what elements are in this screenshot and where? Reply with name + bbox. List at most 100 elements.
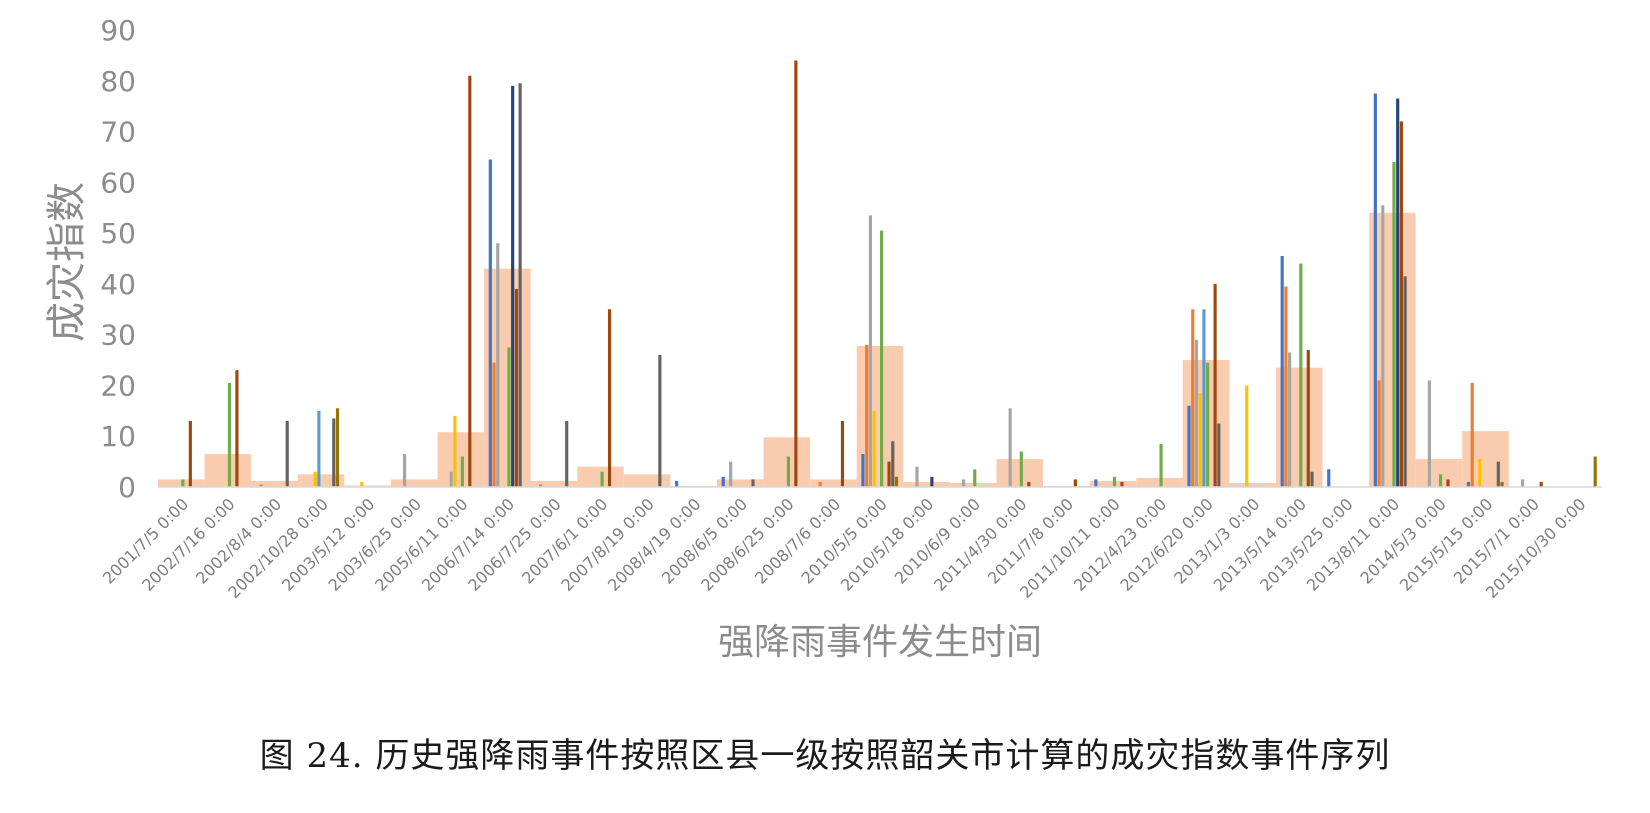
series-bar (1466, 481, 1471, 487)
series-bar (1399, 121, 1404, 488)
series-bar (539, 484, 543, 487)
series-bar (1520, 479, 1525, 487)
series-bar (1593, 456, 1597, 487)
overall-bar (810, 479, 857, 487)
overall-bar (390, 479, 438, 487)
series-bar (1377, 380, 1381, 487)
series-bar (514, 288, 518, 487)
series-bar (794, 60, 798, 487)
series-bar (1198, 393, 1202, 487)
series-bar (1206, 362, 1210, 487)
series-bar (1245, 385, 1249, 487)
series-bar (1381, 205, 1385, 487)
y-axis-label: 成灾指数 (44, 182, 90, 342)
series-bar (1120, 481, 1124, 487)
overall-bar (949, 482, 997, 487)
series-bars (181, 60, 1597, 488)
series-bar (1288, 352, 1292, 487)
y-tick-label: 50 (100, 217, 136, 250)
series-bar (840, 420, 845, 487)
series-bar (1427, 380, 1431, 487)
series-bar (1496, 461, 1500, 487)
series-bar (1299, 263, 1303, 487)
series-bar (818, 481, 822, 487)
series-bar (227, 382, 232, 487)
series-bar (721, 476, 725, 487)
series-bar (865, 344, 869, 487)
series-bar (1373, 93, 1377, 487)
series-bar (1159, 443, 1163, 487)
series-bar (181, 479, 185, 487)
series-bar (1446, 479, 1450, 487)
y-axis-ticks: 0 10 20 30 40 50 60 70 80 90 (100, 14, 136, 504)
series-bar (658, 354, 662, 487)
series-bar (1213, 283, 1217, 487)
y-tick-label: 90 (100, 14, 136, 47)
overall-bar (623, 474, 671, 487)
series-bar (1392, 162, 1396, 487)
series-bar (511, 85, 515, 487)
overall-bar (1229, 482, 1276, 487)
series-bar (332, 418, 336, 487)
series-bar (259, 484, 263, 487)
series-bar (880, 230, 884, 488)
series-bar (235, 370, 239, 487)
series-bar (360, 481, 364, 487)
series-bar (861, 453, 865, 487)
series-bar (1008, 408, 1012, 487)
series-bar (607, 309, 612, 487)
series-bar (460, 456, 464, 487)
overall-bar (158, 479, 205, 487)
y-tick-label: 40 (100, 268, 136, 301)
series-bar (449, 471, 453, 487)
overall-bar (251, 480, 298, 487)
chart-svg: 0 10 20 30 40 50 60 70 80 90 2001/7/5 0:002002/7/… (44, 14, 1602, 663)
series-bar (403, 453, 407, 487)
overall-bar (530, 480, 578, 487)
y-tick-label: 80 (100, 65, 136, 98)
series-bar (1306, 349, 1310, 487)
y-tick-label: 20 (100, 369, 136, 402)
series-bar (872, 410, 876, 487)
overall-bar (1462, 431, 1509, 487)
series-bar (1403, 276, 1407, 487)
series-bar (1187, 405, 1191, 487)
series-bar (1470, 382, 1474, 487)
series-bar (1112, 476, 1117, 487)
series-bar (729, 461, 733, 487)
series-bar (1073, 479, 1077, 487)
series-bar (1019, 451, 1023, 487)
series-bar (313, 471, 317, 487)
series-bar (496, 243, 500, 487)
series-bar (1202, 309, 1206, 487)
series-bar (894, 476, 899, 487)
series-bar (1478, 459, 1482, 487)
series-bar (961, 479, 966, 487)
series-bar (468, 75, 472, 487)
series-bar (1396, 98, 1400, 488)
series-bar (507, 347, 511, 487)
series-bar (915, 466, 919, 487)
series-bar (1217, 423, 1221, 487)
series-bar (1284, 286, 1288, 487)
series-bar (1027, 481, 1031, 487)
series-bar (868, 215, 872, 488)
x-axis-label: 强降雨事件发生时间 (718, 622, 1042, 663)
series-bar (1280, 255, 1284, 487)
series-bar (786, 456, 791, 487)
series-bar (1500, 481, 1504, 487)
series-bar (188, 420, 192, 487)
y-tick-label: 10 (100, 420, 136, 453)
y-tick-label: 0 (118, 471, 136, 504)
y-tick-label: 30 (100, 319, 136, 352)
series-bar (1191, 309, 1195, 487)
series-bar (1194, 339, 1199, 487)
series-bar (891, 441, 895, 487)
series-bar (335, 408, 340, 487)
series-bar (488, 159, 492, 487)
series-bar (285, 420, 289, 487)
overall-bar (903, 481, 950, 487)
series-bar (887, 461, 891, 487)
series-bar (317, 410, 321, 487)
